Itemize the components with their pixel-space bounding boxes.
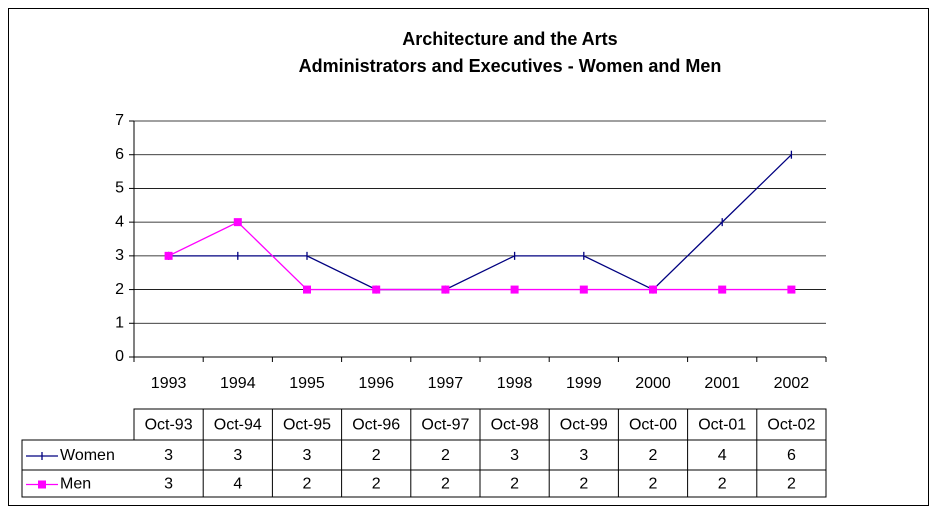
x-tick-label: 1995 xyxy=(289,375,325,392)
table-value-cell: 2 xyxy=(718,476,727,493)
x-tick-label: 1996 xyxy=(358,375,394,392)
x-tick-label: 2000 xyxy=(635,375,671,392)
table-header-cell: Oct-01 xyxy=(698,417,746,434)
table-header-cell: Oct-93 xyxy=(145,417,193,434)
x-tick-label: 1994 xyxy=(220,375,256,392)
table-header-cell: Oct-97 xyxy=(421,417,469,434)
legend-label: Men xyxy=(60,476,91,493)
table-value-cell: 2 xyxy=(510,476,519,493)
table-value-cell: 2 xyxy=(303,476,312,493)
x-tick-label: 2001 xyxy=(704,375,740,392)
table-value-cell: 2 xyxy=(372,447,381,464)
x-tick-label: 1993 xyxy=(151,375,187,392)
x-tick-label: 2002 xyxy=(774,375,810,392)
table-value-cell: 3 xyxy=(233,447,242,464)
point-marker xyxy=(233,218,242,227)
table-value-cell: 3 xyxy=(303,447,312,464)
table-value-cell: 4 xyxy=(233,476,242,493)
table-header-cell: Oct-02 xyxy=(767,417,815,434)
legend-label: Women xyxy=(60,447,115,464)
y-tick-label: 2 xyxy=(115,281,124,298)
point-marker xyxy=(303,285,311,294)
point-marker xyxy=(510,285,519,294)
table-value-cell: 2 xyxy=(579,476,588,493)
y-tick-label: 0 xyxy=(115,348,124,365)
point-marker xyxy=(579,285,588,294)
chart-subtitle: Administrators and Executives - Women an… xyxy=(299,56,722,76)
table-value-cell: 2 xyxy=(649,447,658,464)
table-header-cell: Oct-98 xyxy=(491,417,539,434)
series-line xyxy=(168,221,792,291)
table-value-cell: 2 xyxy=(441,476,450,493)
table-header-cell: Oct-94 xyxy=(214,417,262,434)
y-tick-label: 6 xyxy=(115,146,124,163)
point-marker xyxy=(649,285,657,294)
point-marker xyxy=(164,251,173,260)
x-tick-label: 1998 xyxy=(497,375,533,392)
table-value-cell: 4 xyxy=(718,447,727,464)
table-value-cell: 3 xyxy=(510,447,519,464)
table-header-cell: Oct-00 xyxy=(629,417,677,434)
point-marker xyxy=(787,285,796,294)
table-value-cell: 2 xyxy=(372,476,381,493)
table-value-cell: 2 xyxy=(441,447,450,464)
table-value-cell: 2 xyxy=(787,476,796,493)
point-marker xyxy=(372,285,381,294)
y-tick-label: 7 xyxy=(115,112,124,129)
y-tick-label: 1 xyxy=(115,315,124,332)
y-tick-label: 3 xyxy=(115,247,124,264)
chart-title: Architecture and the Arts xyxy=(402,29,617,49)
table-header-cell: Oct-99 xyxy=(560,417,608,434)
legend-marker xyxy=(38,480,46,489)
table-body-frame xyxy=(21,439,827,498)
table-value-cell: 3 xyxy=(164,447,173,464)
point-marker xyxy=(441,285,450,294)
table-value-cell: 3 xyxy=(579,447,588,464)
x-tick-label: 1999 xyxy=(566,375,602,392)
x-tick-label: 1997 xyxy=(428,375,464,392)
table-value-cell: 6 xyxy=(787,447,796,464)
table-value-cell: 2 xyxy=(649,476,658,493)
y-tick-label: 4 xyxy=(115,213,124,230)
y-tick-label: 5 xyxy=(115,180,124,197)
table-header-cell: Oct-96 xyxy=(352,417,400,434)
chart-frame xyxy=(8,8,929,506)
table-header-cell: Oct-95 xyxy=(283,417,331,434)
table-value-cell: 3 xyxy=(164,476,173,493)
point-marker xyxy=(718,285,727,294)
